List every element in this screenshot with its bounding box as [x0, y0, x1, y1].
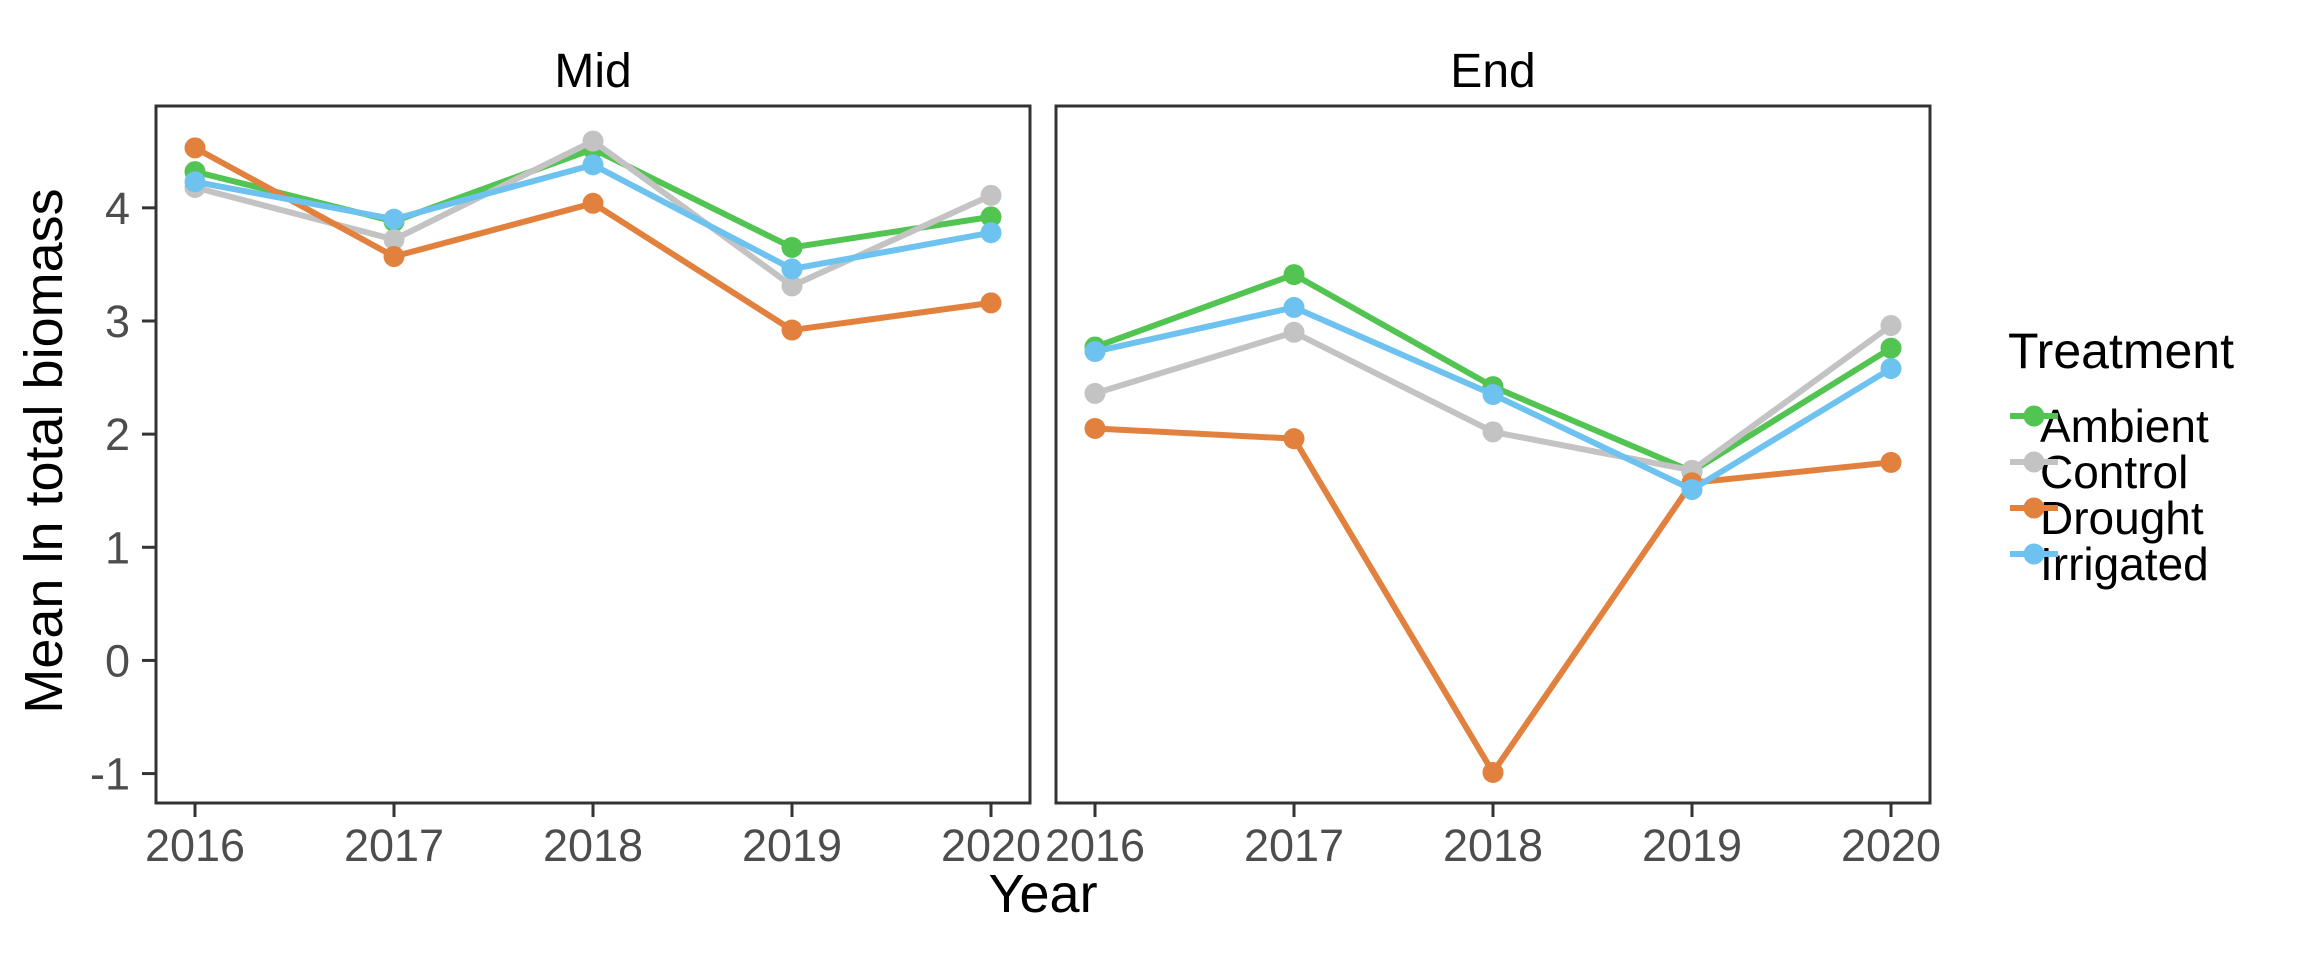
legend-label: Drought	[2040, 492, 2204, 544]
point-control-mid-2020	[980, 184, 1002, 206]
point-irrigated-mid-2017	[383, 208, 405, 230]
y-tick-label: 0	[105, 635, 130, 686]
x-tick-label: 2017	[1244, 820, 1344, 871]
point-ambient-mid-2020	[980, 206, 1002, 228]
point-drought-mid-2020	[980, 292, 1002, 314]
legend-title: Treatment	[2008, 323, 2235, 379]
legend-item-control: Control	[2010, 449, 2188, 495]
y-tick-label: 3	[105, 296, 130, 347]
point-control-mid-2019	[781, 275, 803, 297]
legend-label: Irrigated	[2040, 538, 2209, 590]
legend: Treatment Ambient Control Drought Irrigated	[2008, 0, 2298, 960]
legend-key-irrigated-icon	[2010, 543, 2058, 565]
legend-key-ambient-icon	[2010, 405, 2058, 427]
line-drought-end	[1094, 425, 1892, 776]
y-tick-label: -1	[90, 749, 130, 800]
legend-item-irrigated: Irrigated	[2010, 541, 2209, 587]
point-ambient-end-2017	[1283, 264, 1305, 286]
legend-key-drought-icon	[2010, 497, 2058, 519]
legend-item-drought: Drought	[2010, 495, 2204, 541]
point-control-end-2017	[1283, 321, 1305, 343]
point-drought-mid-2017	[383, 245, 405, 267]
point-control-mid-2018	[582, 130, 604, 152]
point-ambient-mid-2019	[781, 236, 803, 258]
point-irrigated-end-2017	[1283, 296, 1305, 318]
point-irrigated-end-2019	[1681, 479, 1703, 501]
x-tick-label: 2020	[1841, 820, 1941, 871]
y-axis-title: Mean ln total biomass	[14, 188, 74, 713]
x-tick-label: 2020	[941, 820, 1041, 871]
point-drought-mid-2018	[582, 192, 604, 214]
x-axis-title: Year	[988, 864, 1097, 924]
point-irrigated-mid-2019	[781, 258, 803, 280]
point-drought-mid-2019	[781, 319, 803, 341]
point-control-mid-2017	[383, 229, 405, 251]
legend-item-ambient: Ambient	[2010, 403, 2209, 449]
point-drought-mid-2016	[184, 137, 206, 159]
facet-title-mid: Mid	[554, 45, 631, 98]
x-tick-label: 2017	[344, 820, 444, 871]
point-irrigated-end-2018	[1482, 384, 1504, 406]
point-ambient-end-2020	[1880, 337, 1902, 359]
y-tick-label: 1	[105, 522, 130, 573]
x-tick-label: 2018	[543, 820, 643, 871]
point-drought-end-2018	[1482, 761, 1504, 783]
point-drought-end-2020	[1880, 451, 1902, 473]
point-irrigated-end-2020	[1880, 358, 1902, 380]
point-control-end-2016	[1084, 382, 1106, 404]
point-irrigated-mid-2016	[184, 171, 206, 193]
point-irrigated-end-2016	[1084, 341, 1106, 363]
point-control-end-2020	[1880, 315, 1902, 337]
x-tick-label: 2019	[742, 820, 842, 871]
x-tick-label: 2016	[1045, 820, 1145, 871]
y-tick-label: 2	[105, 409, 130, 460]
panel-border-end	[1054, 104, 1932, 805]
facet-title-end: End	[1450, 45, 1535, 98]
point-drought-end-2016	[1084, 417, 1106, 439]
point-irrigated-mid-2020	[980, 222, 1002, 244]
x-tick-label: 2019	[1642, 820, 1742, 871]
point-drought-end-2017	[1283, 428, 1305, 450]
x-tick-label: 2018	[1443, 820, 1543, 871]
y-tick-label: 4	[105, 183, 130, 234]
point-irrigated-mid-2018	[582, 154, 604, 176]
legend-label: Ambient	[2040, 400, 2209, 452]
x-tick-label: 2016	[145, 820, 245, 871]
legend-label: Control	[2040, 446, 2189, 498]
point-control-end-2018	[1482, 421, 1504, 443]
legend-key-control-icon	[2010, 451, 2058, 473]
